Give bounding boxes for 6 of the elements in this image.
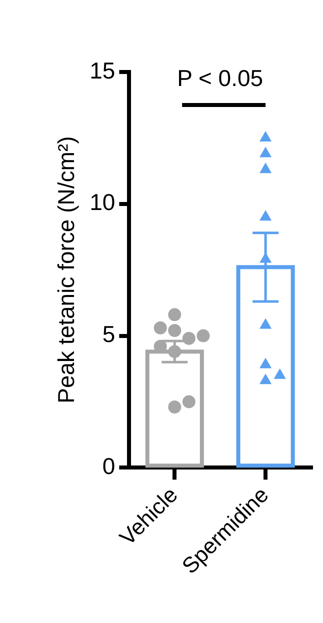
y-axis-title: Peak tetanic force (N/cm²) bbox=[53, 136, 80, 404]
y-tick-label: 10 bbox=[90, 189, 116, 216]
annotation: P < 0.05 bbox=[177, 64, 264, 91]
y-tick-label: 5 bbox=[102, 321, 116, 348]
y-tick-label: 15 bbox=[90, 57, 116, 84]
y-tick-label: 0 bbox=[102, 452, 116, 479]
